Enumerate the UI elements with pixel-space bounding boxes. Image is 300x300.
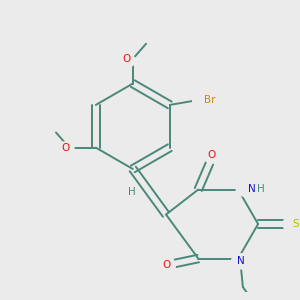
Ellipse shape — [236, 182, 263, 197]
Ellipse shape — [126, 186, 139, 197]
Ellipse shape — [204, 152, 219, 163]
Text: O: O — [163, 260, 171, 270]
Ellipse shape — [160, 260, 176, 271]
Text: N: N — [248, 184, 255, 194]
Text: S: S — [292, 219, 299, 229]
Text: N: N — [237, 256, 245, 266]
Ellipse shape — [193, 94, 213, 107]
Text: O: O — [207, 150, 216, 160]
Ellipse shape — [121, 55, 136, 67]
Text: H: H — [128, 187, 136, 197]
Text: O: O — [122, 54, 130, 64]
Ellipse shape — [283, 218, 300, 231]
Text: O: O — [61, 142, 70, 153]
Text: H: H — [257, 184, 265, 194]
Ellipse shape — [232, 254, 250, 269]
Text: Br: Br — [204, 95, 215, 105]
Ellipse shape — [57, 142, 74, 153]
